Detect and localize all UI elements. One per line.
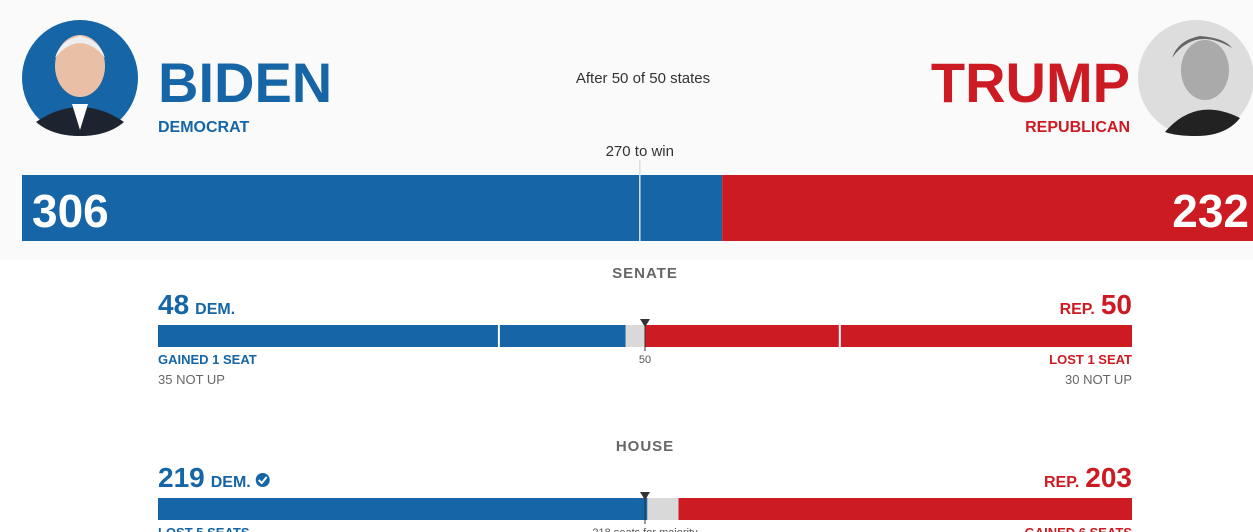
results-panel: BIDEN DEMOCRAT TRUMP REPUBLICAN After 50… [0,0,1253,532]
ev-count: 232 [1172,185,1249,237]
chamber-title: HOUSE [616,438,674,455]
rep-seats-line: REP. 50 [1060,289,1132,320]
called-check [256,473,270,487]
dem-seats: 219 [158,462,205,493]
rep-seats: 50 [1101,289,1132,320]
dem-bar [158,498,647,520]
dem-seats-line: 219 DEM. [158,462,251,493]
dem-label: DEM. [195,301,235,318]
rep-bar [679,498,1132,520]
dem-bar [158,325,626,347]
dem-change: LOST 5 SEATS [158,525,250,532]
dem-change: GAINED 1 SEAT [158,352,257,367]
majority-label: 50 [639,354,651,366]
dem-not-up: 35 NOT UP [158,372,225,387]
candidate-name: BIDEN [158,51,332,114]
majority-label: 218 seats for majority [592,527,698,532]
candidate-party: DEMOCRAT [158,119,249,136]
trump-portrait [1138,20,1253,136]
ev-count: 306 [32,185,109,237]
rep-not-up: 30 NOT UP [1065,372,1132,387]
candidate-party: REPUBLICAN [1025,119,1130,136]
ev-bar [22,175,722,241]
rep-label: REP. [1044,474,1079,491]
rep-seats-line: REP. 203 [1044,462,1132,493]
rep-bar [645,325,1132,347]
dem-seats: 48 [158,289,189,320]
candidate-name: TRUMP [931,51,1130,114]
chamber-title: SENATE [612,265,678,282]
dem-label: DEM. [211,474,251,491]
rep-label: REP. [1060,301,1095,318]
status: After 50 of 50 states [576,70,710,87]
rep-seats: 203 [1085,462,1132,493]
win-label: 270 to win [606,143,674,160]
biden-portrait [22,20,138,136]
dem-seats-line: 48 DEM. [158,289,235,320]
rep-change: LOST 1 SEAT [1049,352,1132,367]
rep-change: GAINED 6 SEATS [1025,525,1133,532]
page: BIDEN DEMOCRAT TRUMP REPUBLICAN After 50… [0,0,1253,532]
